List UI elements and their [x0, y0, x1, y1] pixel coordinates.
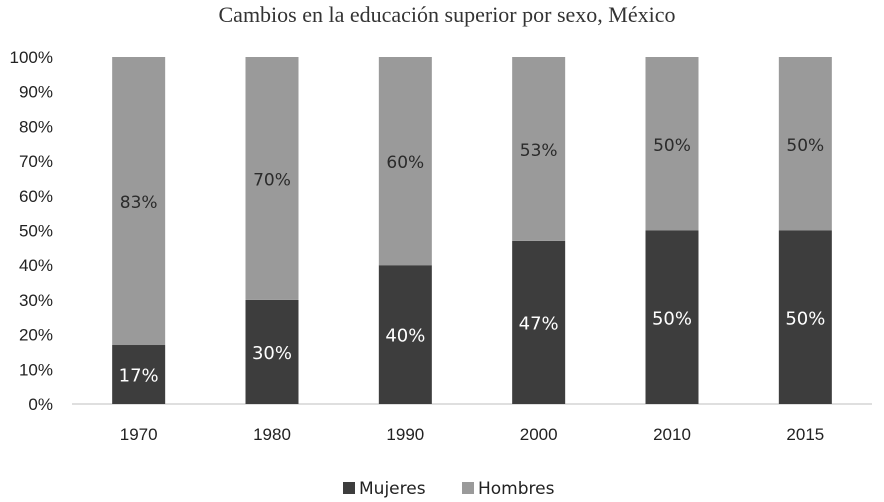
y-tick-label: 30% — [19, 291, 53, 310]
x-tick-label: 1970 — [120, 425, 158, 444]
data-label-hombres-1990: 60% — [386, 153, 424, 173]
chart-title: Cambios en la educación superior por sex… — [219, 2, 676, 27]
bar-hombres-2010 — [645, 57, 699, 231]
x-tick-label: 1980 — [253, 425, 291, 444]
data-label-hombres-1980: 70% — [253, 170, 291, 190]
data-label-mujeres-1980: 30% — [252, 343, 292, 364]
bar-hombres-1980 — [245, 57, 299, 300]
bar-hombres-2000 — [512, 57, 566, 241]
y-tick-label: 80% — [19, 117, 53, 136]
legend-swatch-hombres — [462, 482, 474, 494]
data-label-mujeres-2000: 47% — [519, 313, 559, 334]
bar-hombres-2015 — [778, 57, 832, 231]
bar-hombres-1970 — [112, 57, 166, 346]
x-tick-label: 1990 — [386, 425, 424, 444]
legend-label-mujeres: Mujeres — [359, 479, 426, 499]
data-label-mujeres-2010: 50% — [652, 308, 692, 329]
bar-mujeres-1980 — [245, 299, 299, 404]
legend-label-hombres: Hombres — [478, 479, 555, 499]
data-label-mujeres-1970: 17% — [119, 366, 159, 387]
legend-swatch-mujeres — [343, 482, 355, 494]
x-tick-label: 2010 — [653, 425, 691, 444]
y-tick-label: 0% — [28, 395, 53, 414]
data-label-hombres-2015: 50% — [786, 136, 824, 156]
y-tick-label: 40% — [19, 256, 53, 275]
bar-hombres-1990 — [378, 57, 432, 266]
bar-mujeres-2010 — [645, 230, 699, 404]
legend: Mujeres Hombres — [343, 479, 555, 499]
y-tick-label: 100% — [10, 48, 53, 67]
data-label-hombres-2010: 50% — [653, 136, 691, 156]
y-tick-label: 90% — [19, 83, 53, 102]
y-tick-label: 60% — [19, 187, 53, 206]
data-label-mujeres-1990: 40% — [385, 326, 425, 347]
data-label-mujeres-2015: 50% — [785, 308, 825, 329]
y-tick-label: 50% — [19, 222, 53, 241]
y-tick-label: 20% — [19, 326, 53, 345]
bar-group: 17% 83% 30% 70% 40% 60% 47% 53% 50% 50% 50% 50% — [112, 57, 832, 404]
data-label-hombres-1970: 83% — [120, 193, 158, 213]
bar-mujeres-1970 — [112, 345, 166, 404]
y-axis: 0% 10% 20% 30% 40% 50% 60% 70% 80% 90% 100% — [10, 48, 53, 414]
x-tick-label: 2000 — [520, 425, 558, 444]
y-tick-label: 10% — [19, 360, 53, 379]
data-label-hombres-2000: 53% — [520, 141, 558, 161]
bar-mujeres-1990 — [378, 265, 432, 404]
bar-mujeres-2000 — [512, 240, 566, 404]
x-tick-label: 2015 — [786, 425, 824, 444]
y-tick-label: 70% — [19, 152, 53, 171]
x-axis: 1970 1980 1990 2000 2010 2015 — [120, 425, 824, 444]
bar-mujeres-2015 — [778, 230, 832, 404]
